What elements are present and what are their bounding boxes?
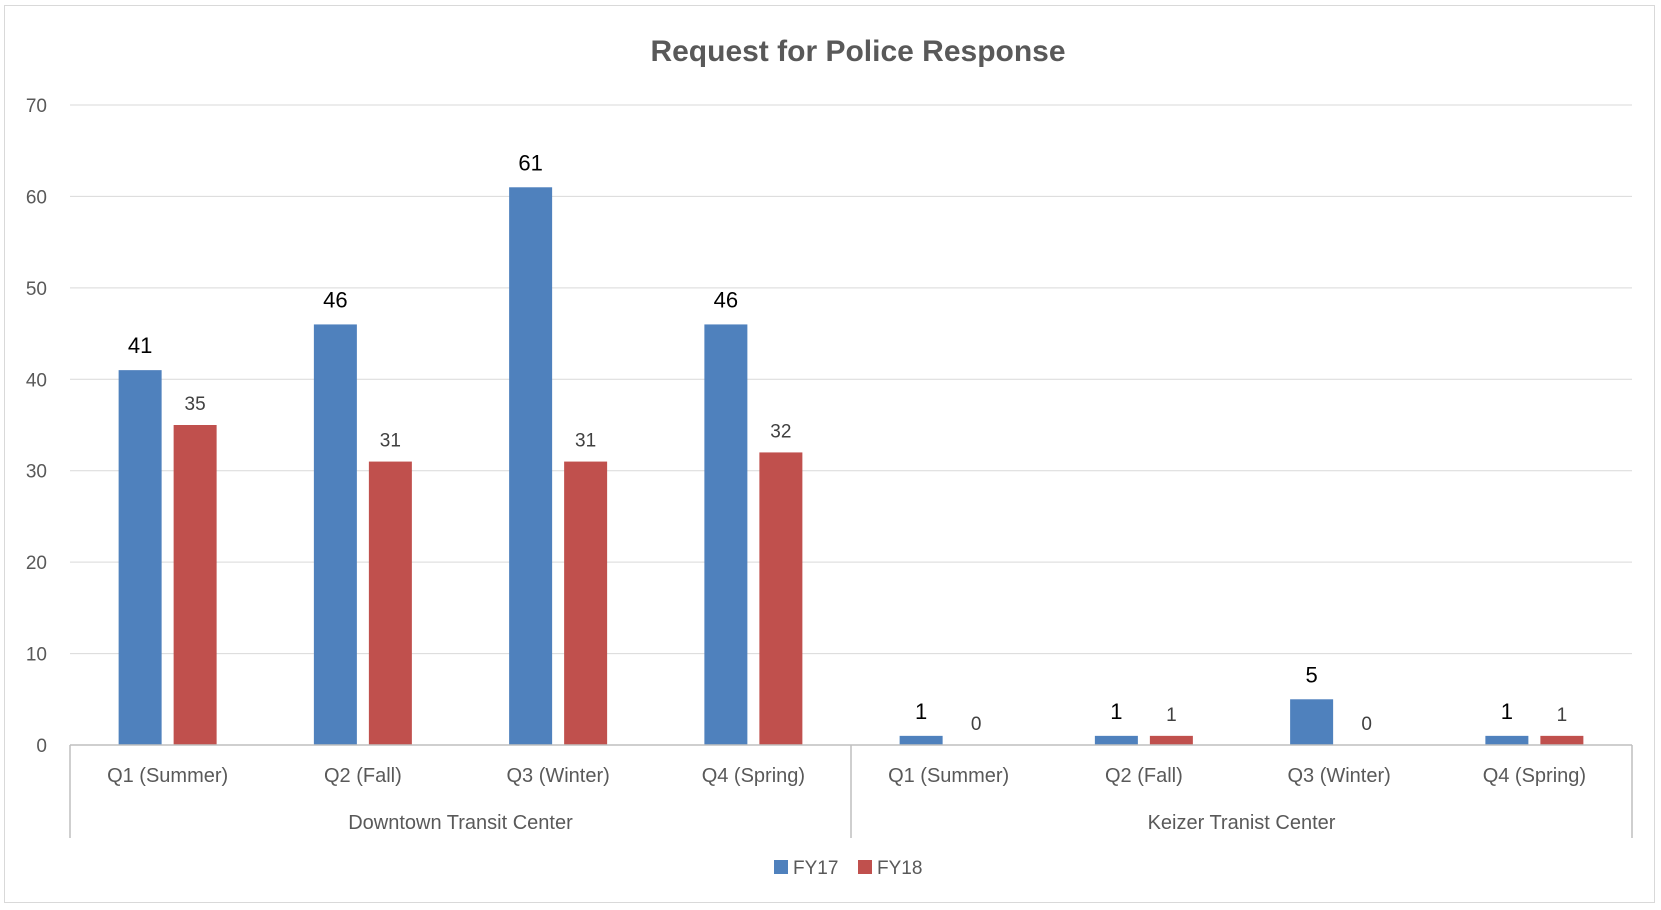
y-tick-label: 30 bbox=[26, 462, 47, 483]
legend-swatch-fy17 bbox=[774, 860, 788, 874]
category-label: Q1 (Summer) bbox=[107, 765, 228, 787]
bars bbox=[118, 187, 1584, 746]
gridlines bbox=[70, 104, 1632, 655]
category-label: Q4 (Spring) bbox=[1483, 765, 1586, 787]
data-label-fy17: 46 bbox=[323, 287, 347, 312]
chart-title: Request for Police Response bbox=[650, 35, 1065, 68]
data-labels: 41 35 46 31 61 31 46 32 1 0 1 1 5 0 1 1 bbox=[128, 150, 1567, 735]
data-label-fy17: 41 bbox=[128, 333, 152, 358]
y-tick-label: 10 bbox=[26, 645, 47, 666]
data-label-fy17: 46 bbox=[714, 287, 738, 312]
bar-fy18 bbox=[1540, 735, 1584, 745]
y-tick-label: 20 bbox=[26, 553, 47, 574]
category-label: Q3 (Winter) bbox=[1287, 765, 1390, 787]
category-label: Q2 (Fall) bbox=[324, 765, 402, 787]
category-label: Q4 (Spring) bbox=[702, 765, 805, 787]
data-label-fy18: 0 bbox=[971, 714, 982, 735]
bar-fy17 bbox=[1094, 735, 1138, 745]
category-label: Q2 (Fall) bbox=[1105, 765, 1183, 787]
bar-fy17 bbox=[118, 370, 162, 745]
legend: FY17 FY18 bbox=[774, 858, 922, 879]
x-axis: Q1 (Summer) Q2 (Fall) Q3 (Winter) Q4 (Sprin… bbox=[69, 744, 1633, 838]
bar-fy18 bbox=[173, 425, 217, 745]
data-label-fy17: 1 bbox=[1501, 699, 1513, 724]
category-label: Q3 (Winter) bbox=[506, 765, 609, 787]
legend-label-fy18: FY18 bbox=[877, 858, 922, 879]
y-tick-label: 50 bbox=[26, 279, 47, 300]
data-label-fy18: 31 bbox=[380, 431, 401, 452]
bar-fy18 bbox=[1149, 735, 1193, 745]
y-tick-label: 60 bbox=[26, 187, 47, 208]
data-label-fy18: 31 bbox=[575, 431, 596, 452]
bar-fy17 bbox=[899, 735, 943, 745]
data-label-fy18: 35 bbox=[185, 394, 206, 415]
bar-fy17 bbox=[509, 187, 553, 746]
bar-fy17 bbox=[313, 324, 357, 745]
y-tick-label: 0 bbox=[36, 736, 47, 757]
y-tick-label: 40 bbox=[26, 370, 47, 391]
legend-label-fy17: FY17 bbox=[793, 858, 838, 879]
bar-fy18 bbox=[564, 461, 608, 745]
chart-frame bbox=[4, 5, 1655, 903]
bar-fy18 bbox=[759, 452, 803, 745]
group-label: Keizer Tranist Center bbox=[1148, 812, 1336, 834]
data-label-fy18: 1 bbox=[1166, 705, 1177, 726]
legend-swatch-fy18 bbox=[858, 860, 872, 874]
bar-fy18 bbox=[368, 461, 412, 745]
data-label-fy18: 1 bbox=[1557, 705, 1568, 726]
category-label: Q1 (Summer) bbox=[888, 765, 1009, 787]
bar-fy17 bbox=[1290, 699, 1334, 745]
y-axis-ticks: 0 10 20 30 40 50 60 70 bbox=[26, 96, 47, 757]
bar-fy17 bbox=[704, 324, 748, 745]
data-label-fy17: 1 bbox=[915, 699, 927, 724]
bar-fy17 bbox=[1485, 735, 1529, 745]
data-label-fy18: 0 bbox=[1361, 714, 1372, 735]
data-label-fy17: 61 bbox=[518, 150, 542, 175]
data-label-fy17: 5 bbox=[1306, 662, 1318, 687]
group-label: Downtown Transit Center bbox=[348, 812, 573, 834]
data-label-fy18: 32 bbox=[770, 421, 791, 442]
data-label-fy17: 1 bbox=[1110, 699, 1122, 724]
y-tick-label: 70 bbox=[26, 96, 47, 117]
